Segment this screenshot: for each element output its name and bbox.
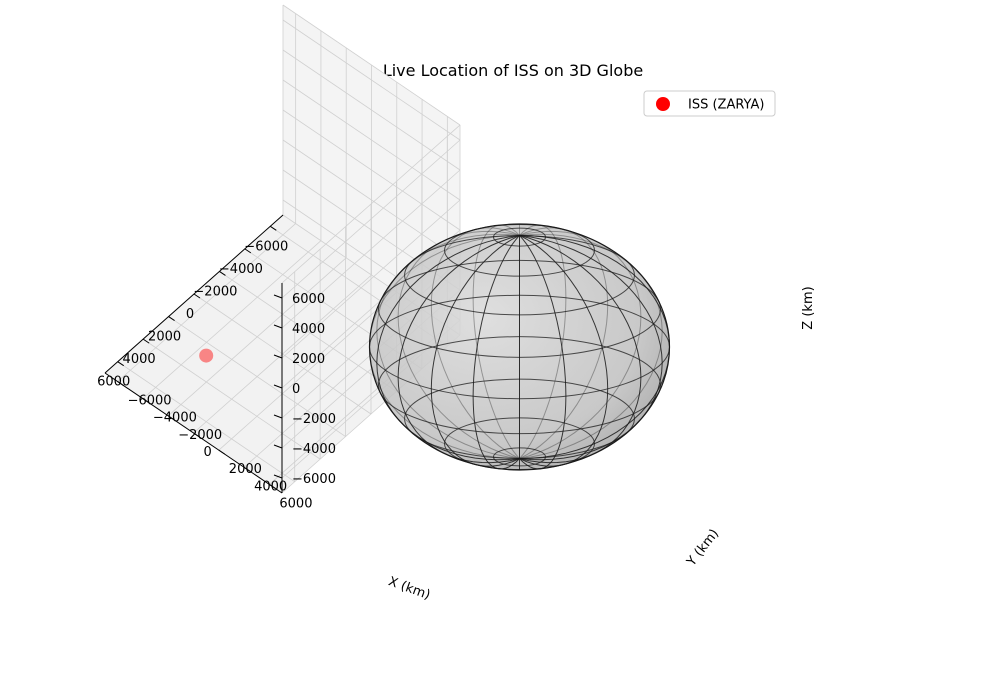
back-gridline-z <box>281 139 461 299</box>
longitude-meridian <box>397 234 520 464</box>
y-tick-label: 4000 <box>254 479 287 494</box>
back-gridline-z <box>281 199 461 359</box>
z-axis-label: Z (km) <box>801 286 816 329</box>
axis-ticks: −6000 −6000 −6000 −4000 −4000 −4000 −2000 −2000… <box>97 214 336 511</box>
x-tick-mark <box>219 271 226 276</box>
longitude-meridian <box>519 234 642 464</box>
z-tick-label: −6000 <box>292 472 336 487</box>
longitude-meridian <box>376 234 520 461</box>
longitude-meridian <box>397 230 520 460</box>
y-tick-label: 2000 <box>229 462 262 477</box>
longitude-meridian <box>519 230 642 460</box>
y-tick-label: 0 <box>204 445 212 460</box>
iss-marker <box>199 348 214 363</box>
y-tick-label: 6000 <box>279 496 312 511</box>
z-tick-mark <box>273 474 283 479</box>
floor-gridline-x <box>142 338 321 460</box>
z-tick-label: 0 <box>292 382 300 397</box>
x-tick-label: 0 <box>186 307 194 322</box>
y-tick-mark <box>167 415 175 421</box>
z-tick-mark <box>273 354 283 359</box>
y-tick-label: −6000 <box>128 394 172 409</box>
legend-label: ISS (ZARYA) <box>688 98 764 113</box>
x-tick-mark <box>270 225 277 231</box>
y-tick-mark <box>193 432 200 438</box>
y-tick-label: −4000 <box>153 411 197 426</box>
x-tick-label: 6000 <box>97 375 130 390</box>
y-tick-mark <box>269 484 276 489</box>
x-tick-mark <box>168 316 175 321</box>
x-tick-label: −6000 <box>244 239 288 254</box>
floor-gridline-x <box>117 361 295 483</box>
side-gridline-z <box>282 109 461 231</box>
y-tick-mark <box>117 381 124 386</box>
legend-marker <box>656 97 670 111</box>
pane-edge <box>282 4 461 126</box>
x-tick-label: 4000 <box>123 352 156 367</box>
data-points <box>199 348 214 363</box>
floor-gridline-y <box>218 291 398 451</box>
x-tick-mark <box>142 338 150 344</box>
x-tick-mark <box>117 361 124 367</box>
z-tick-label: −2000 <box>292 412 336 427</box>
floor-gridline-x <box>168 316 346 437</box>
x-tick-label: 2000 <box>148 330 181 345</box>
z-tick-label: 4000 <box>292 322 325 337</box>
longitude-meridian <box>376 233 520 460</box>
globe-outline <box>368 223 671 471</box>
z-tick-label: −4000 <box>292 442 336 457</box>
back-gridline-z <box>281 169 461 329</box>
x-tick-mark <box>193 293 201 299</box>
z-tick-mark <box>273 414 283 419</box>
globe-surface <box>368 223 671 471</box>
side-gridline-z <box>282 79 461 201</box>
chart-title: Live Location of ISS on 3D Globe <box>383 61 643 80</box>
y-tick-mark <box>243 466 251 472</box>
z-tick-mark <box>273 384 283 389</box>
z-tick-label: 6000 <box>292 292 325 307</box>
legend: ISS (ZARYA) <box>643 90 776 117</box>
z-tick-label: 2000 <box>292 352 325 367</box>
legend-box <box>643 90 776 117</box>
x-tick-label: −2000 <box>193 284 237 299</box>
side-gridline-z <box>282 19 461 141</box>
longitude-meridian <box>519 234 663 461</box>
y-tick-label: −2000 <box>178 428 222 443</box>
z-tick-mark <box>273 444 283 449</box>
longitude-meridian <box>519 233 663 460</box>
side-gridline-z <box>282 49 461 171</box>
y-tick-mark <box>142 398 150 404</box>
pane-edge <box>281 124 461 284</box>
y-tick-mark <box>218 449 226 455</box>
x-tick-label: −4000 <box>219 262 263 277</box>
z-tick-mark <box>273 294 283 299</box>
x-tick-mark <box>244 248 252 254</box>
z-tick-mark <box>273 324 283 329</box>
